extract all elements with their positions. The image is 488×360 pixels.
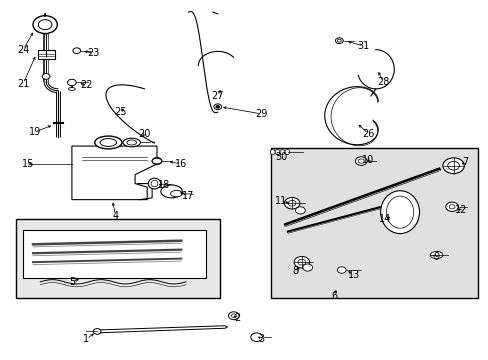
Circle shape: [284, 198, 299, 209]
Circle shape: [302, 264, 312, 271]
Polygon shape: [96, 326, 227, 333]
Text: 15: 15: [22, 159, 34, 169]
Text: 17: 17: [182, 191, 194, 201]
Text: 9: 9: [432, 252, 439, 262]
Circle shape: [213, 104, 221, 110]
Bar: [38, 50, 55, 59]
Ellipse shape: [170, 190, 182, 197]
Text: 3: 3: [258, 334, 264, 344]
Ellipse shape: [161, 185, 182, 198]
Text: 30: 30: [274, 152, 286, 162]
Text: 19: 19: [29, 127, 41, 137]
Ellipse shape: [148, 178, 161, 189]
Circle shape: [67, 79, 76, 86]
Ellipse shape: [68, 87, 75, 90]
Text: 24: 24: [17, 45, 29, 55]
Circle shape: [445, 202, 458, 211]
Circle shape: [297, 259, 305, 265]
Text: 28: 28: [376, 77, 388, 87]
Ellipse shape: [386, 196, 413, 228]
Text: 20: 20: [139, 129, 151, 139]
Text: 12: 12: [454, 205, 466, 215]
Bar: [23, 230, 205, 278]
Ellipse shape: [95, 136, 122, 149]
Text: 18: 18: [158, 180, 170, 190]
Circle shape: [442, 158, 463, 174]
Text: 16: 16: [175, 159, 187, 169]
Circle shape: [215, 105, 219, 108]
Circle shape: [287, 201, 295, 206]
Ellipse shape: [126, 140, 136, 145]
Bar: [16, 219, 220, 298]
Polygon shape: [72, 146, 157, 200]
Ellipse shape: [122, 138, 140, 147]
Text: 6: 6: [331, 291, 337, 301]
Circle shape: [152, 157, 162, 165]
Circle shape: [93, 329, 101, 334]
Circle shape: [250, 333, 262, 342]
Text: 31: 31: [357, 41, 369, 51]
Ellipse shape: [429, 251, 442, 258]
Text: 29: 29: [255, 109, 267, 119]
Circle shape: [337, 267, 346, 273]
Text: 10: 10: [362, 156, 374, 165]
Ellipse shape: [380, 191, 419, 234]
Text: 1: 1: [83, 334, 89, 344]
Circle shape: [33, 16, 57, 33]
Circle shape: [38, 19, 52, 30]
Text: 14: 14: [379, 214, 391, 224]
Ellipse shape: [270, 150, 275, 155]
Circle shape: [358, 159, 364, 163]
Text: 11: 11: [274, 197, 286, 206]
Ellipse shape: [100, 139, 116, 147]
Ellipse shape: [152, 158, 162, 164]
Circle shape: [335, 38, 343, 44]
Text: 26: 26: [362, 129, 374, 139]
Text: 7: 7: [462, 157, 468, 167]
Text: 2: 2: [234, 312, 240, 323]
Ellipse shape: [285, 150, 289, 155]
Circle shape: [73, 48, 81, 54]
Circle shape: [42, 73, 50, 79]
Bar: [271, 148, 477, 298]
Text: 4: 4: [112, 211, 119, 221]
Circle shape: [447, 161, 458, 170]
Circle shape: [355, 157, 366, 165]
Circle shape: [228, 312, 239, 320]
Text: 21: 21: [17, 78, 29, 89]
Ellipse shape: [275, 150, 280, 155]
Text: 5: 5: [69, 277, 75, 287]
Ellipse shape: [280, 150, 285, 155]
Circle shape: [293, 256, 309, 268]
Text: 13: 13: [347, 270, 359, 280]
Text: 8: 8: [292, 266, 298, 276]
Text: 23: 23: [87, 48, 100, 58]
Text: 22: 22: [80, 80, 93, 90]
Text: 27: 27: [211, 91, 224, 101]
Text: 25: 25: [114, 107, 126, 117]
Circle shape: [295, 207, 305, 214]
Circle shape: [448, 204, 454, 209]
